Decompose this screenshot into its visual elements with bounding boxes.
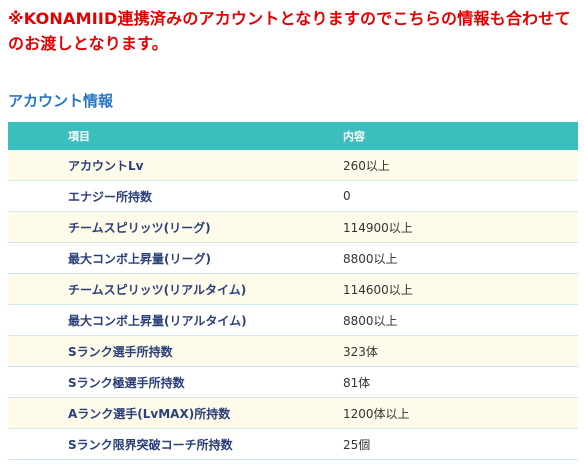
row-item-label: 最大コンボ上昇量(リーグ): [8, 242, 338, 274]
column-header-item: 項目: [8, 122, 338, 150]
table-row: 最大コンボ上昇量(リアルタイム) 8800以上: [8, 304, 578, 336]
table-row: アカウントLv 260以上: [8, 150, 578, 181]
table-row: チームスピリッツ(リアルタイム) 114600以上: [8, 273, 578, 305]
table-header-row: 項目 内容: [8, 122, 578, 150]
table-row: Sランク選手所持数 323体: [8, 335, 578, 367]
row-item-value: 114900以上: [338, 211, 578, 243]
row-item-label: エナジー所持数: [8, 180, 338, 212]
row-item-value: 323体: [338, 335, 578, 367]
table-row: Sランク極選手所持数 81体: [8, 366, 578, 398]
row-item-label: チームスピリッツ(リアルタイム): [8, 273, 338, 305]
row-item-value: 0: [338, 180, 578, 212]
row-item-label: Aランク選手(LvMAX)所持数: [8, 397, 338, 429]
row-item-value: 8800以上: [338, 304, 578, 336]
row-item-value: 81体: [338, 366, 578, 398]
row-item-label: Sランク極選手所持数: [8, 366, 338, 398]
row-item-label: チームスピリッツ(リーグ): [8, 211, 338, 243]
table-row: Sランク限界突破コーチ所持数 25個: [8, 428, 578, 460]
column-header-value: 内容: [338, 122, 578, 150]
row-item-label: アカウントLv: [8, 150, 338, 181]
row-item-value: 260以上: [338, 150, 578, 181]
row-item-label: Sランク選手所持数: [8, 335, 338, 367]
account-notice: ※KONAMIID連携済みのアカウントとなりますのでこちらの情報も合わせてのお渡…: [8, 9, 571, 53]
row-item-label: 最大コンボ上昇量(リアルタイム): [8, 304, 338, 336]
row-item-value: 8800以上: [338, 242, 578, 274]
section-title: アカウント情報: [8, 92, 114, 110]
table-row: 最大コンボ上昇量(リーグ) 8800以上: [8, 242, 578, 274]
account-info-table: 項目 内容 アカウントLv 260以上 エナジー所持数 0 チームスピリッツ(リ…: [8, 122, 578, 460]
table-row: チームスピリッツ(リーグ) 114900以上: [8, 211, 578, 243]
table-row: Aランク選手(LvMAX)所持数 1200体以上: [8, 397, 578, 429]
row-item-value: 1200体以上: [338, 397, 578, 429]
row-item-value: 114600以上: [338, 273, 578, 305]
table-row: エナジー所持数 0: [8, 180, 578, 212]
row-item-value: 25個: [338, 428, 578, 460]
row-item-label: Sランク限界突破コーチ所持数: [8, 428, 338, 460]
